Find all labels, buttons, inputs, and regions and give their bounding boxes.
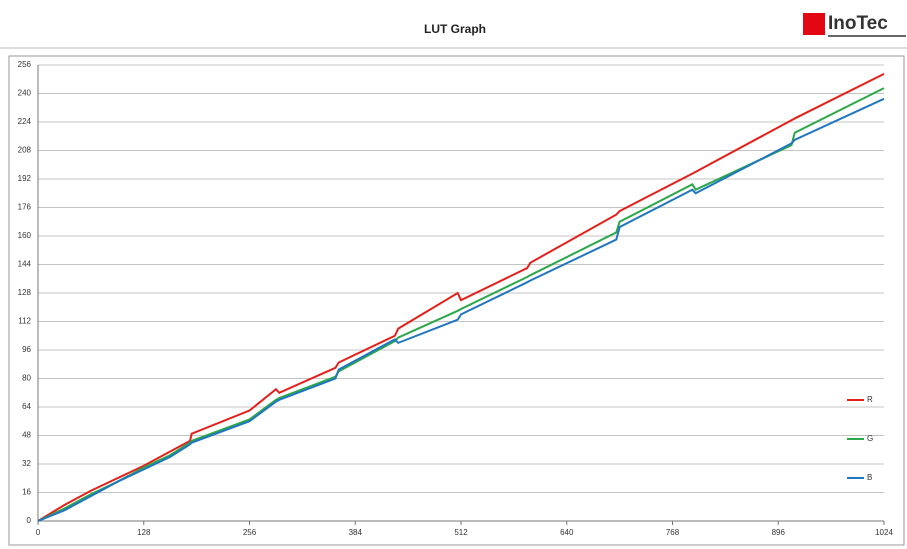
y-tick-label: 208 (18, 146, 32, 155)
logo-text: InoTec (828, 13, 888, 34)
y-tick-label: 256 (18, 60, 32, 69)
x-tick-label: 256 (243, 528, 257, 537)
x-tick-label: 768 (666, 528, 680, 537)
x-tick-label: 0 (36, 528, 41, 537)
y-tick-label: 160 (18, 231, 32, 240)
x-tick-label: 1024 (875, 528, 893, 537)
series-line (37, 87, 885, 522)
series-line (37, 97, 885, 522)
legend-label: G (867, 434, 873, 443)
y-tick-label: 192 (18, 174, 32, 183)
chart-title: LUT Graph (424, 22, 486, 36)
y-tick-label: 176 (18, 203, 32, 212)
y-tick-label: 224 (18, 117, 32, 126)
series-line (37, 73, 885, 522)
y-tick-label: 48 (22, 431, 31, 440)
y-tick-label: 64 (22, 402, 31, 411)
legend-label: B (867, 473, 872, 482)
x-tick-label: 640 (560, 528, 574, 537)
legend-label: R (867, 395, 873, 404)
x-tick-label: 896 (772, 528, 786, 537)
y-tick-label: 16 (22, 488, 31, 497)
y-tick-label: 128 (18, 288, 32, 297)
x-tick-label: 384 (349, 528, 363, 537)
y-tick-label: 80 (22, 374, 31, 383)
chart-frame (8, 55, 905, 546)
y-tick-label: 0 (27, 516, 32, 525)
y-tick-label: 96 (22, 345, 31, 354)
y-tick-label: 240 (18, 89, 32, 98)
logo-square (803, 13, 825, 35)
y-tick-label: 32 (22, 459, 31, 468)
x-tick-label: 512 (454, 528, 468, 537)
y-tick-label: 144 (18, 260, 32, 269)
x-tick-label: 128 (137, 528, 151, 537)
y-tick-label: 112 (18, 317, 31, 326)
